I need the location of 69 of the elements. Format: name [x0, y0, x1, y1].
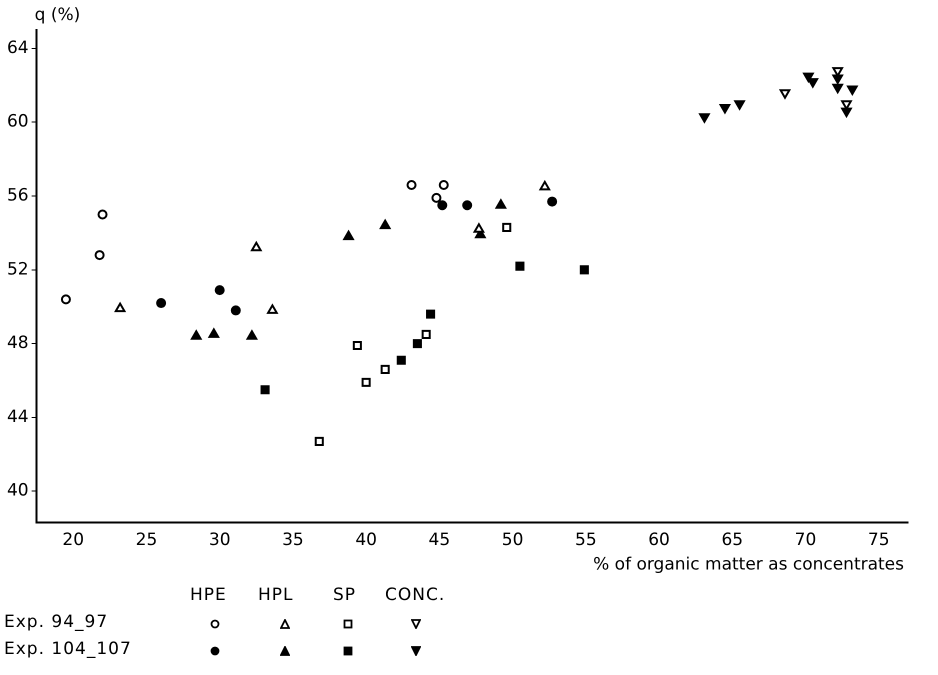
x-axis-title: % of organic matter as concentrates: [593, 554, 904, 575]
text: Exp. 104_107: [4, 639, 132, 659]
point: [380, 220, 391, 230]
point: [208, 328, 220, 338]
point: [474, 223, 484, 233]
point: [190, 330, 202, 340]
point: [60, 294, 71, 304]
point: [267, 304, 278, 314]
y-tick-label: 52: [6, 259, 29, 280]
point: [362, 378, 371, 387]
x-tick-label: 20: [62, 530, 84, 550]
y-tick-label: 48: [6, 333, 29, 354]
y-axis-title: q (%): [34, 4, 80, 25]
x-tick-label: 75: [868, 530, 890, 550]
point: [437, 200, 448, 210]
y-tick-label: 64: [6, 38, 29, 58]
point: [734, 100, 745, 110]
text: HPE: [190, 585, 227, 605]
point: [396, 356, 406, 365]
point: [250, 242, 262, 252]
point: [98, 209, 108, 220]
point: [314, 436, 324, 446]
x-tick-label: 50: [502, 530, 524, 550]
point: [246, 330, 258, 340]
point: [847, 86, 858, 96]
point: [431, 192, 442, 203]
point: [699, 113, 710, 123]
point: [502, 222, 512, 232]
point: [547, 196, 558, 207]
point: [156, 298, 166, 308]
x-tick-label: 40: [355, 530, 377, 550]
point: [343, 230, 354, 240]
y-tick-label: 44: [6, 406, 29, 427]
point: [380, 364, 390, 374]
point: [114, 302, 126, 312]
point: [515, 262, 524, 271]
point: [230, 305, 241, 316]
point: [496, 199, 506, 209]
point: [832, 74, 844, 84]
text: HPL: [258, 585, 294, 605]
point: [406, 180, 417, 190]
text: CONC.: [385, 585, 446, 605]
x-tick-label: 65: [721, 530, 744, 550]
text: SP: [333, 585, 356, 605]
point: [260, 385, 270, 394]
point: [426, 310, 436, 319]
y-tick-label: 56: [6, 185, 29, 206]
x-tick-label: 35: [282, 530, 304, 550]
y-tick-label: 60: [6, 112, 29, 132]
point: [580, 265, 589, 274]
x-tick-label: 25: [136, 530, 158, 550]
point: [780, 89, 790, 99]
point: [832, 84, 844, 94]
x-tick-label: 30: [208, 530, 231, 550]
point: [352, 340, 362, 350]
x-tick-label: 45: [428, 530, 450, 550]
point: [438, 180, 449, 190]
x-tick-label: 55: [574, 530, 597, 550]
y-tick-label: 40: [6, 480, 29, 501]
x-tick-label: 70: [794, 530, 816, 550]
point: [94, 250, 105, 260]
point: [422, 330, 431, 339]
point: [462, 200, 472, 210]
point: [412, 339, 422, 348]
point: [214, 285, 225, 296]
text: Exp. 94_97: [4, 612, 108, 632]
point: [841, 108, 852, 118]
x-tick-label: 60: [648, 530, 670, 550]
point: [720, 104, 730, 114]
